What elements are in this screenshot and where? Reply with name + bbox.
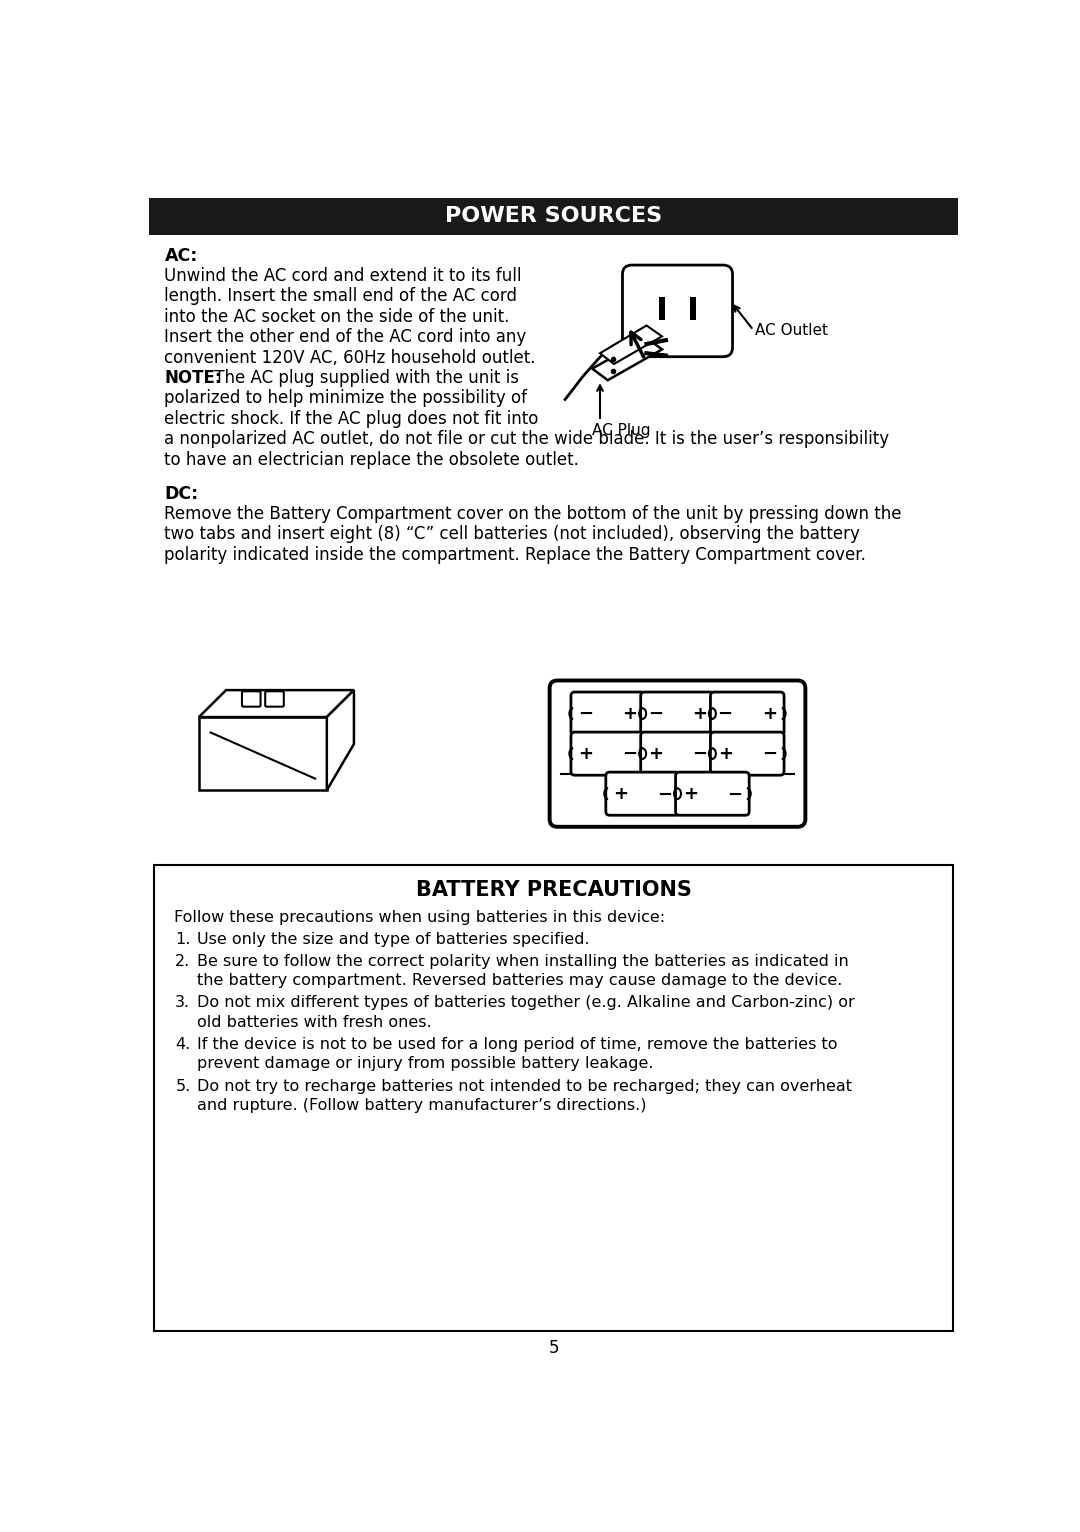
Text: Use only the size and type of batteries specified.: Use only the size and type of batteries … bbox=[197, 931, 590, 947]
FancyBboxPatch shape bbox=[242, 691, 260, 706]
Text: −: − bbox=[648, 705, 663, 723]
Text: two tabs and insert eight (8) “C” cell batteries (not included), observing the b: two tabs and insert eight (8) “C” cell b… bbox=[164, 525, 861, 544]
Polygon shape bbox=[327, 689, 354, 791]
Text: −: − bbox=[692, 746, 707, 763]
Bar bbox=[154, 866, 953, 1331]
Polygon shape bbox=[199, 717, 327, 791]
Text: −: − bbox=[657, 786, 672, 803]
Text: AC Plug: AC Plug bbox=[592, 423, 651, 438]
Text: +: + bbox=[692, 705, 707, 723]
Text: 3.: 3. bbox=[175, 996, 190, 1011]
Text: If the device is not to be used for a long period of time, remove the batteries : If the device is not to be used for a lo… bbox=[197, 1037, 837, 1052]
Text: The AC plug supplied with the unit is: The AC plug supplied with the unit is bbox=[210, 369, 519, 388]
Text: 2.: 2. bbox=[175, 954, 190, 968]
Bar bbox=[149, 198, 958, 234]
Text: the battery compartment. Reversed batteries may cause damage to the device.: the battery compartment. Reversed batter… bbox=[197, 973, 842, 988]
Text: DC:: DC: bbox=[164, 486, 199, 502]
Text: NOTE:: NOTE: bbox=[164, 369, 222, 388]
Text: +: + bbox=[761, 705, 777, 723]
Polygon shape bbox=[199, 689, 354, 717]
Text: Be sure to follow the correct polarity when installing the batteries as indicate: Be sure to follow the correct polarity w… bbox=[197, 954, 849, 968]
Text: +: + bbox=[622, 705, 637, 723]
Text: BATTERY PRECAUTIONS: BATTERY PRECAUTIONS bbox=[416, 879, 691, 899]
Text: POWER SOURCES: POWER SOURCES bbox=[445, 207, 662, 227]
Text: Follow these precautions when using batteries in this device:: Follow these precautions when using batt… bbox=[174, 910, 665, 925]
Text: a nonpolarized AC outlet, do not file or cut the wide blade. It is the user’s re: a nonpolarized AC outlet, do not file or… bbox=[164, 430, 890, 449]
Text: length. Insert the small end of the AC cord: length. Insert the small end of the AC c… bbox=[164, 288, 517, 305]
FancyBboxPatch shape bbox=[622, 265, 732, 357]
Text: AC Outlet: AC Outlet bbox=[755, 323, 828, 337]
Bar bbox=[689, 297, 697, 320]
Text: electric shock. If the AC plug does not fit into: electric shock. If the AC plug does not … bbox=[164, 411, 539, 427]
Text: prevent damage or injury from possible battery leakage.: prevent damage or injury from possible b… bbox=[197, 1056, 653, 1071]
Text: Remove the Battery Compartment cover on the bottom of the unit by pressing down : Remove the Battery Compartment cover on … bbox=[164, 506, 902, 522]
Bar bbox=[659, 297, 665, 320]
Text: polarized to help minimize the possibility of: polarized to help minimize the possibili… bbox=[164, 389, 527, 408]
Text: +: + bbox=[613, 786, 629, 803]
Text: 5.: 5. bbox=[175, 1079, 190, 1094]
Text: to have an electrician replace the obsolete outlet.: to have an electrician replace the obsol… bbox=[164, 450, 579, 469]
Text: 4.: 4. bbox=[175, 1037, 190, 1052]
FancyBboxPatch shape bbox=[640, 692, 714, 735]
FancyBboxPatch shape bbox=[711, 732, 784, 775]
Text: +: + bbox=[578, 746, 593, 763]
FancyBboxPatch shape bbox=[606, 772, 679, 815]
Text: −: − bbox=[717, 705, 732, 723]
Text: AC:: AC: bbox=[164, 247, 198, 265]
FancyBboxPatch shape bbox=[640, 732, 714, 775]
Text: into the AC socket on the side of the unit.: into the AC socket on the side of the un… bbox=[164, 308, 510, 326]
Text: −: − bbox=[578, 705, 593, 723]
Text: +: + bbox=[718, 746, 732, 763]
Text: 5: 5 bbox=[549, 1339, 558, 1357]
FancyBboxPatch shape bbox=[676, 772, 750, 815]
FancyBboxPatch shape bbox=[571, 732, 645, 775]
Text: +: + bbox=[683, 786, 698, 803]
Text: Do not try to recharge batteries not intended to be recharged; they can overheat: Do not try to recharge batteries not int… bbox=[197, 1079, 852, 1094]
Text: and rupture. (Follow battery manufacturer’s directions.): and rupture. (Follow battery manufacture… bbox=[197, 1098, 647, 1112]
Text: −: − bbox=[761, 746, 777, 763]
Polygon shape bbox=[600, 325, 662, 365]
Text: Unwind the AC cord and extend it to its full: Unwind the AC cord and extend it to its … bbox=[164, 267, 522, 285]
FancyBboxPatch shape bbox=[550, 680, 806, 827]
Text: Do not mix different types of batteries together (e.g. Alkaline and Carbon-zinc): Do not mix different types of batteries … bbox=[197, 996, 854, 1011]
Polygon shape bbox=[592, 339, 662, 380]
Text: 1.: 1. bbox=[175, 931, 191, 947]
Text: −: − bbox=[622, 746, 637, 763]
Text: polarity indicated inside the compartment. Replace the Battery Compartment cover: polarity indicated inside the compartmen… bbox=[164, 545, 866, 564]
Text: convenient 120V AC, 60Hz household outlet.: convenient 120V AC, 60Hz household outle… bbox=[164, 349, 536, 366]
Text: +: + bbox=[648, 746, 663, 763]
FancyBboxPatch shape bbox=[266, 691, 284, 706]
Text: Insert the other end of the AC cord into any: Insert the other end of the AC cord into… bbox=[164, 328, 527, 346]
FancyBboxPatch shape bbox=[711, 692, 784, 735]
FancyBboxPatch shape bbox=[571, 692, 645, 735]
Text: old batteries with fresh ones.: old batteries with fresh ones. bbox=[197, 1014, 432, 1030]
Text: −: − bbox=[727, 786, 742, 803]
